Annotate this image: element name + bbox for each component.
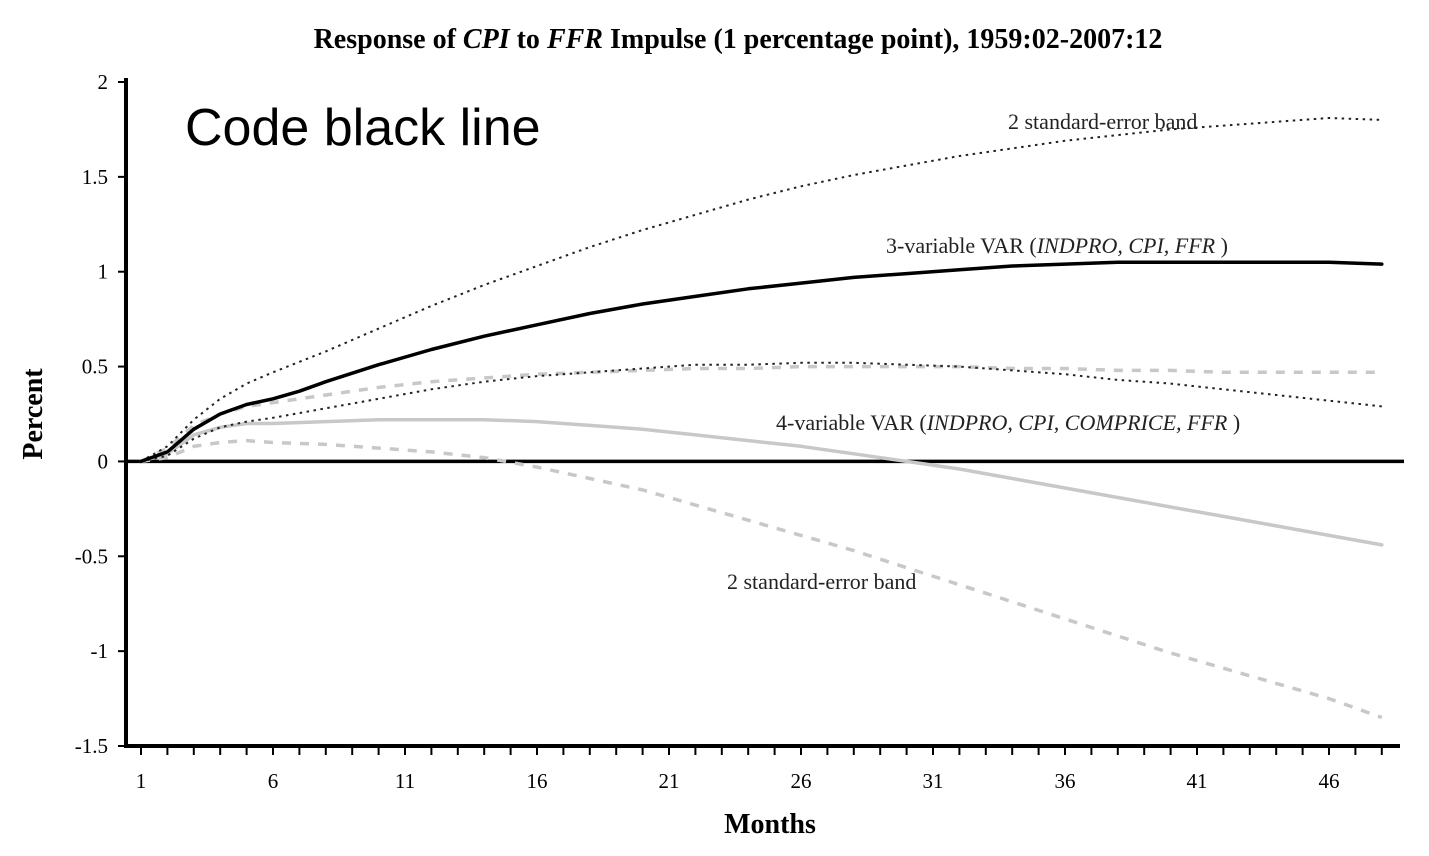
x-tick-label: 11 bbox=[395, 769, 415, 793]
annotation-part: 3-variable VAR ( bbox=[886, 233, 1037, 258]
annotation-band-bottom: 2 standard-error band bbox=[727, 569, 916, 594]
x-tick-label: 46 bbox=[1319, 769, 1340, 793]
annotation-part: ) bbox=[1227, 410, 1240, 435]
y-axis: 2 1.5 1 0.5 0 -0.5 -1 -1.5 bbox=[75, 70, 128, 758]
y-tick-label: -0.5 bbox=[75, 544, 108, 568]
x-axis: 1 6 11 16 21 26 31 36 41 46 bbox=[126, 459, 1404, 793]
y-axis-title: Percent bbox=[18, 368, 49, 460]
series-line-3var-impulse-response bbox=[139, 260, 1384, 464]
series-line-4var-upper-band bbox=[140, 364, 1382, 463]
y-tick-label: 1.5 bbox=[82, 165, 108, 189]
annotation-part: 2 standard-error band bbox=[1008, 109, 1197, 134]
annotation-part: 2 standard-error band bbox=[727, 569, 916, 594]
chart-title-part: to bbox=[510, 24, 547, 55]
y-tick-label: 2 bbox=[98, 70, 109, 94]
y-tick-label: -1.5 bbox=[75, 734, 108, 758]
overlay-caption: Code black line bbox=[185, 99, 541, 157]
chart-title-part: CPI bbox=[463, 24, 511, 55]
annotation-band-top: 2 standard-error band bbox=[1008, 109, 1197, 134]
annotation-part: INDPRO, CPI, COMPRICE, FFR bbox=[926, 410, 1228, 435]
x-tick-label: 16 bbox=[527, 769, 548, 793]
annotation-var3: 3-variable VAR (INDPRO, CPI, FFR ) bbox=[886, 233, 1228, 258]
series-line-3var-upper-band bbox=[140, 117, 1382, 463]
x-tick-label: 41 bbox=[1187, 769, 1208, 793]
annotation-part: 4-variable VAR ( bbox=[776, 410, 927, 435]
x-tick-label: 6 bbox=[268, 769, 279, 793]
chart-title: Response of CPI to FFR Impulse (1 percen… bbox=[314, 24, 1163, 55]
x-tick-label: 1 bbox=[136, 769, 147, 793]
y-tick-label: 0 bbox=[98, 449, 109, 473]
x-tick-label: 31 bbox=[923, 769, 944, 793]
series-line-3var-lower-band bbox=[140, 361, 1382, 463]
chart-title-part: Impulse (1 percentage point), 1959:02-20… bbox=[603, 24, 1162, 55]
x-axis-title: Months bbox=[724, 809, 816, 840]
series-line-4var-lower-band bbox=[140, 438, 1383, 720]
x-tick-label: 36 bbox=[1055, 769, 1076, 793]
annotation-var4: 4-variable VAR (INDPRO, CPI, COMPRICE, F… bbox=[776, 410, 1240, 435]
series-line-4var-impulse-response bbox=[139, 417, 1384, 547]
annotation-part: ) bbox=[1215, 233, 1228, 258]
y-tick-label: -1 bbox=[91, 639, 109, 663]
chart-title-part: Response of bbox=[314, 24, 463, 55]
x-tick-label: 26 bbox=[791, 769, 812, 793]
x-tick-label: 21 bbox=[659, 769, 680, 793]
y-tick-label: 0.5 bbox=[82, 355, 108, 379]
chart-title-part: FFR bbox=[546, 24, 603, 55]
annotation-part: INDPRO, CPI, FFR bbox=[1036, 233, 1216, 258]
series-layer bbox=[139, 117, 1384, 720]
y-tick-label: 1 bbox=[98, 260, 109, 284]
